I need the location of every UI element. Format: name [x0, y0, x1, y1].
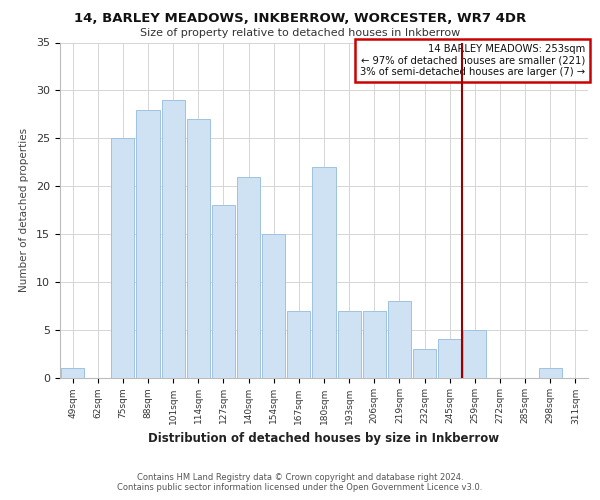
Text: 14 BARLEY MEADOWS: 253sqm
← 97% of detached houses are smaller (221)
3% of semi-: 14 BARLEY MEADOWS: 253sqm ← 97% of detac…: [360, 44, 586, 78]
Bar: [262, 234, 285, 378]
Bar: [363, 310, 386, 378]
Bar: [136, 110, 160, 378]
Text: Contains HM Land Registry data © Crown copyright and database right 2024.
Contai: Contains HM Land Registry data © Crown c…: [118, 473, 482, 492]
Text: 14, BARLEY MEADOWS, INKBERROW, WORCESTER, WR7 4DR: 14, BARLEY MEADOWS, INKBERROW, WORCESTER…: [74, 12, 526, 26]
Bar: [61, 368, 84, 378]
Bar: [539, 368, 562, 378]
Bar: [338, 310, 361, 378]
Bar: [237, 176, 260, 378]
Bar: [463, 330, 487, 378]
X-axis label: Distribution of detached houses by size in Inkberrow: Distribution of detached houses by size …: [148, 432, 500, 445]
Bar: [161, 100, 185, 377]
Bar: [287, 310, 310, 378]
Text: Size of property relative to detached houses in Inkberrow: Size of property relative to detached ho…: [140, 28, 460, 38]
Bar: [438, 339, 461, 378]
Y-axis label: Number of detached properties: Number of detached properties: [19, 128, 29, 292]
Bar: [413, 349, 436, 378]
Bar: [187, 119, 210, 378]
Bar: [111, 138, 134, 378]
Bar: [313, 167, 335, 378]
Bar: [388, 301, 411, 378]
Bar: [212, 205, 235, 378]
